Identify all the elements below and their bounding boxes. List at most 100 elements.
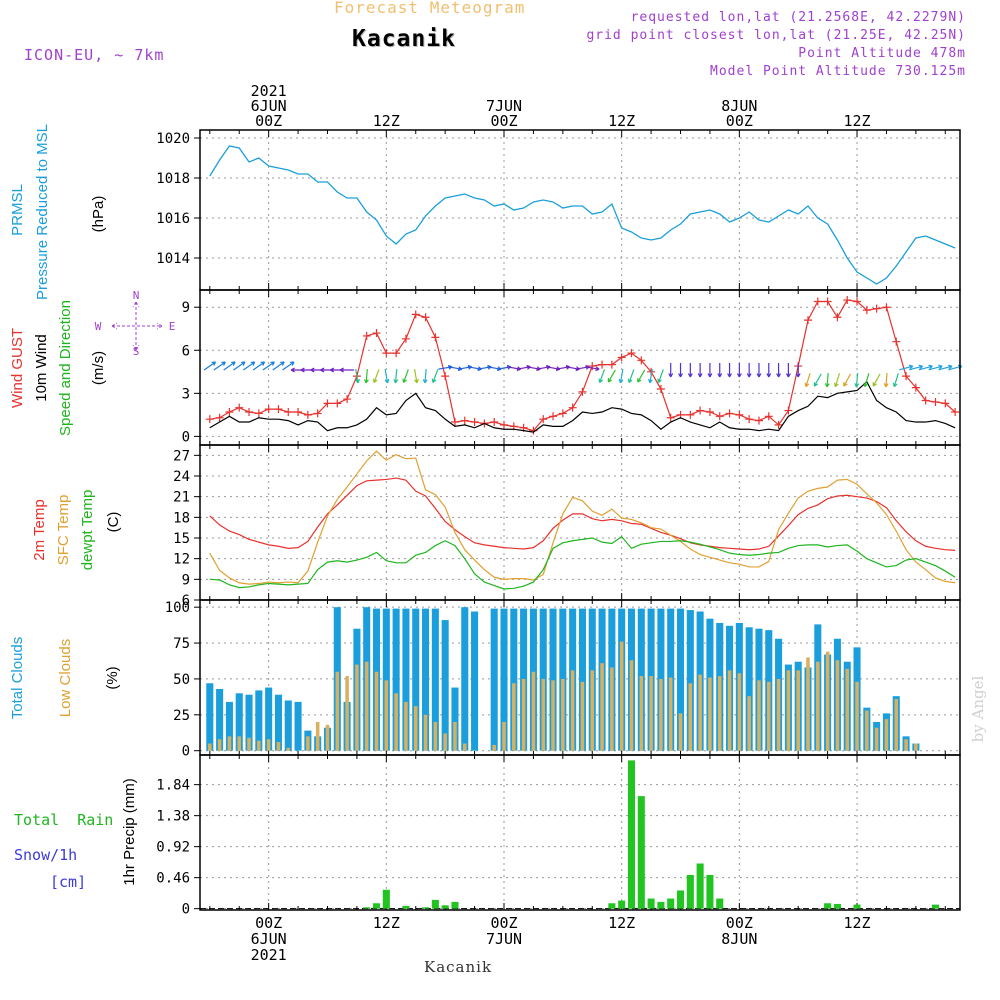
total-cloud-bar (206, 683, 214, 751)
y-tick-label: 18 (173, 510, 190, 526)
wind-direction-arrow-icon (431, 369, 439, 384)
wind-direction-arrow-icon (697, 363, 703, 378)
wind-label: 10m Wind (33, 334, 50, 402)
wind-direction-arrow-icon (813, 373, 822, 387)
low-cloud-bar (580, 681, 585, 751)
panel-frame (199, 444, 961, 601)
low-cloud-bar (747, 696, 751, 751)
low-cloud-bar (570, 670, 575, 751)
low-cloud-bar (335, 671, 340, 751)
y-tick-label: 0.92 (156, 840, 190, 856)
gust-point (205, 415, 214, 424)
gust-point (431, 333, 440, 342)
gust-point (539, 415, 548, 424)
gust-point (617, 353, 626, 362)
wind-direction-arrow-icon (252, 361, 266, 371)
wind-direction-arrow-icon (892, 373, 899, 388)
low-cloud-bar (345, 676, 349, 751)
total-cloud-bar (461, 607, 469, 751)
gust-point (441, 372, 450, 381)
gust-point (294, 407, 303, 416)
total-cloud-bar (471, 611, 479, 751)
snow-label: Snow/1h (14, 846, 77, 864)
rain-bar (382, 889, 390, 909)
rain-bar (667, 898, 675, 909)
gust-label: Wind GUST (9, 328, 26, 408)
y-tick-label: 9 (182, 572, 190, 588)
gust-point (500, 420, 508, 429)
gust-point (450, 418, 459, 427)
low-cloud-bar (659, 678, 663, 751)
gust-point (705, 407, 714, 416)
gust-point (843, 296, 852, 305)
gust-point (568, 403, 577, 412)
time-label-bottom: 8JUN (721, 930, 757, 948)
gust-point (411, 310, 420, 319)
low-cloud-bar (521, 678, 526, 751)
gust-point (235, 403, 244, 412)
y-tick-label: 15 (173, 531, 190, 547)
time-label-top: 8JUN (721, 97, 757, 115)
gust-point (323, 399, 332, 408)
rain-bar (422, 907, 430, 909)
time-label-bottom: 12Z (843, 914, 870, 932)
location-title: Kacanik (352, 26, 456, 52)
y-tick-label: 1014 (156, 251, 190, 267)
low-cloud-bar (266, 739, 271, 751)
y-tick-label: 24 (173, 469, 190, 485)
gust-point (490, 418, 499, 427)
low-cloud-bar (257, 740, 261, 751)
low-cloud-bar (433, 721, 438, 751)
low-cloud-bar (364, 661, 369, 751)
gust-point (598, 360, 607, 369)
y-tick-label: 1.84 (156, 778, 190, 794)
wind-direction-arrow-icon (918, 364, 933, 371)
y-tick-label: 1018 (156, 171, 190, 187)
low-cloud-bar (443, 733, 447, 751)
low-cloud-bar (227, 736, 232, 751)
gust-point (735, 410, 744, 419)
gust-point (931, 397, 940, 406)
low-cloud-bar (639, 676, 644, 751)
low-cloud-bar (217, 739, 222, 751)
grid-point-coords: grid point closest lon,lat (21.25E, 42.2… (586, 28, 966, 43)
low-cloud-bar (796, 670, 800, 751)
wind-direction-arrow-icon (928, 364, 943, 371)
wind-direction-arrow-icon (766, 363, 772, 378)
gust-point (382, 349, 391, 358)
wind-direction-arrow-icon (648, 369, 653, 384)
time-label-bottom: 00Z (490, 914, 517, 932)
gust-point (362, 331, 371, 340)
total-cloud-bar (745, 627, 753, 751)
low-cloud-bar (727, 670, 732, 751)
low-cloud-bar (619, 641, 624, 751)
rain-bar (824, 903, 832, 909)
gust-point (264, 405, 273, 414)
y-tick-label: 0 (182, 429, 190, 445)
y-tick-label: 25 (173, 708, 190, 724)
rain-bar (706, 874, 714, 909)
total-cloud-bar (392, 608, 400, 751)
wind-speed-line (209, 380, 956, 433)
gust-point (372, 329, 381, 338)
temp-unit-label: (C) (105, 512, 122, 533)
wind-direction-arrow-icon (795, 363, 801, 378)
wind-direction-arrow-icon (598, 369, 606, 384)
low-cloud-bar (453, 721, 457, 751)
gust-point (460, 416, 469, 425)
gust-point (921, 396, 930, 405)
y-tick-label: 1016 (156, 211, 190, 227)
y-tick-label: 21 (173, 490, 190, 506)
gust-point (774, 420, 783, 429)
low-cloud-bar (463, 743, 467, 751)
gust-point (666, 413, 675, 422)
rain-bar (657, 901, 665, 909)
low-cloud-bar (914, 743, 918, 751)
wind-direction-arrow-icon (242, 361, 256, 371)
low-cloud-bar (286, 747, 291, 751)
gust-point (823, 297, 832, 306)
wind-direction-arrow-icon (355, 369, 360, 384)
wind-direction-arrow-icon (213, 361, 226, 371)
gust-point (725, 409, 734, 418)
